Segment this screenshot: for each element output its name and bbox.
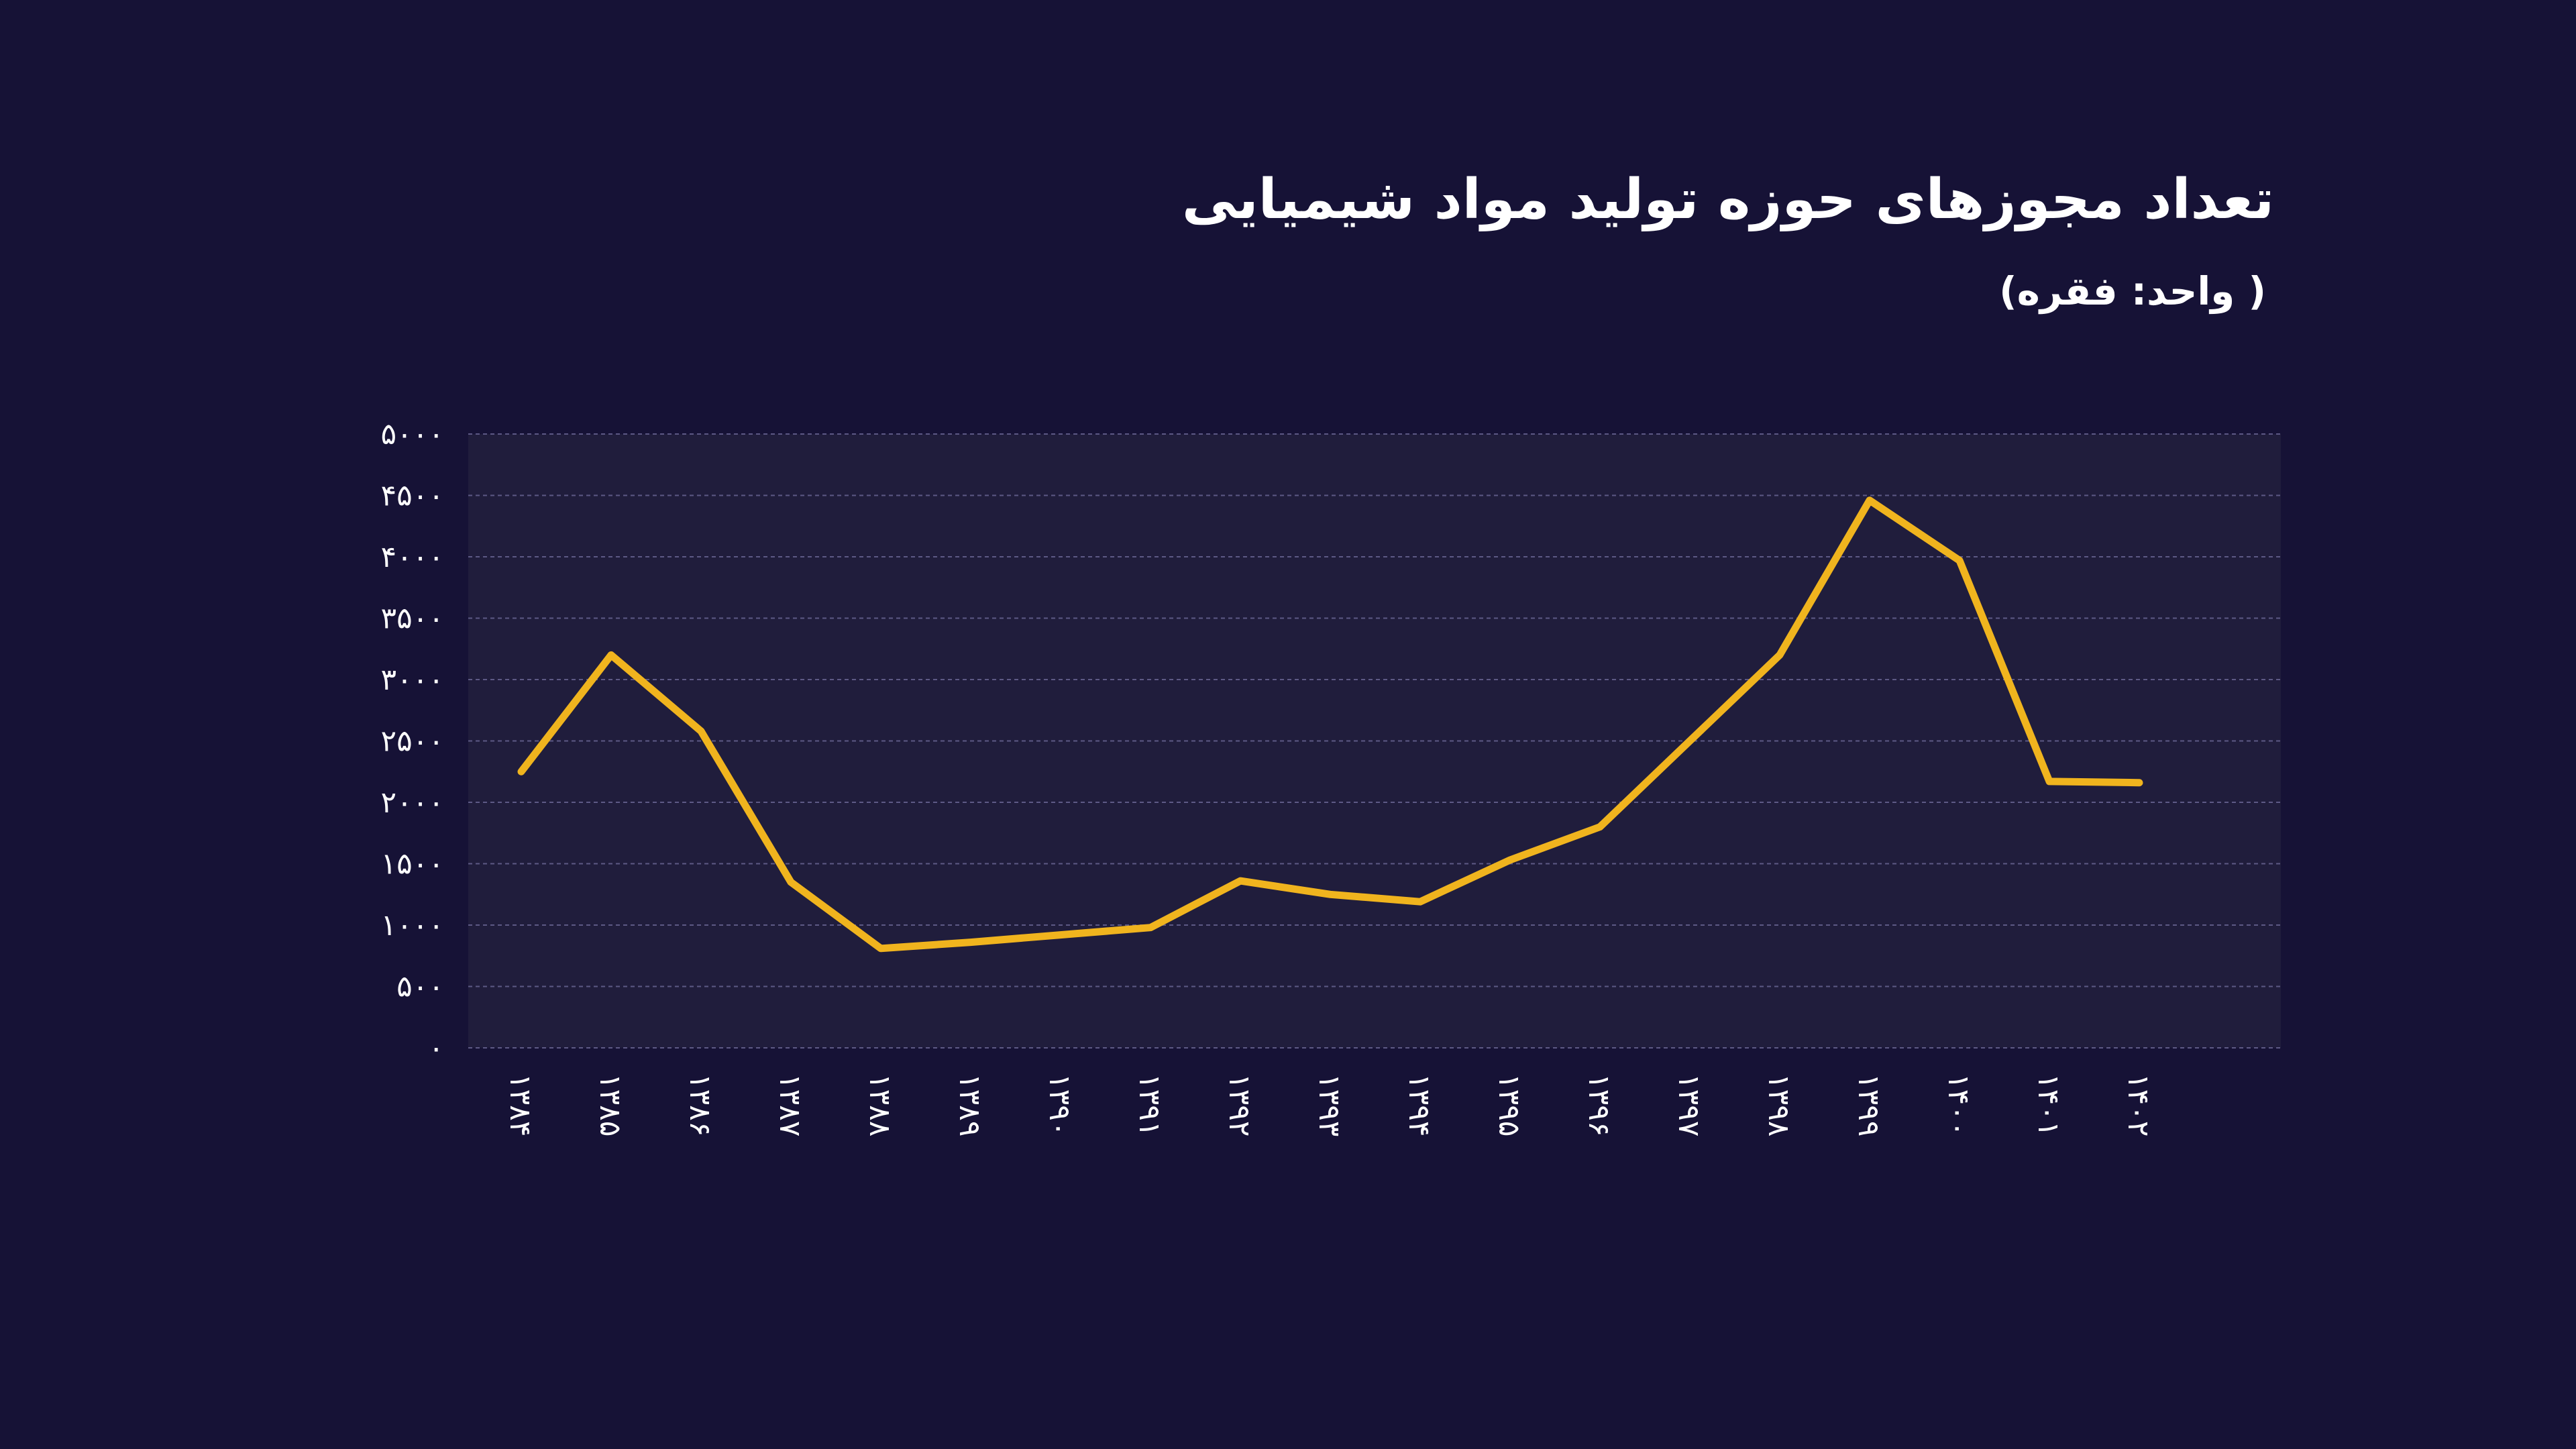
x-tick-label: ۱۳۹۳ (1312, 1073, 1346, 1137)
x-tick-label: ۱۳۹۸ (1762, 1073, 1796, 1137)
y-tick-label: ۴۵۰۰ (380, 479, 444, 513)
x-tick-label: ۱۳۹۰ (1042, 1073, 1077, 1137)
y-axis-tick-labels: ۰ ۵۰۰ ۱۰۰۰ ۱۵۰۰ ۲۰۰۰ ۲۵۰۰ ۳۰۰۰ ۳۵۰۰ ۴۰۰۰ ۴۵۰۰ ۵۰۰۰ (380, 417, 444, 1065)
x-tick-label: ۱۴۰۰ (1941, 1073, 1976, 1137)
y-tick-label: ۱۵۰۰ (380, 847, 444, 881)
x-tick-label: ۱۳۸۵ (593, 1073, 627, 1137)
y-tick-label: ۴۰۰۰ (380, 540, 444, 574)
y-tick-label: ۰ (428, 1031, 444, 1065)
x-tick-label: ۱۳۹۲ (1222, 1073, 1256, 1137)
x-tick-label: ۱۳۸۸ (863, 1073, 897, 1137)
x-tick-label: ۱۳۹۶ (1582, 1073, 1616, 1137)
y-tick-label: ۵۰۰۰ (380, 417, 444, 451)
x-tick-label: ۱۴۰۱ (2031, 1073, 2065, 1137)
chart-title: تعداد مجوزهای حوزه تولید مواد شیمیایی (1181, 168, 2274, 231)
x-tick-label: ۱۳۸۴ (503, 1073, 537, 1137)
plot-area (468, 434, 2281, 1048)
x-tick-label: ۱۳۹۴ (1402, 1073, 1436, 1137)
x-tick-label: ۱۳۸۹ (953, 1073, 987, 1137)
y-tick-label: ۲۵۰۰ (380, 724, 444, 759)
y-tick-label: ۵۰۰ (396, 970, 444, 1004)
x-tick-label: ۱۳۸۷ (773, 1073, 807, 1137)
y-tick-label: ۱۰۰۰ (380, 908, 444, 943)
chart-subtitle-unit: ( واحد: فقره) (1999, 268, 2266, 314)
x-tick-label: ۱۴۰۲ (2121, 1073, 2155, 1137)
y-tick-label: ۳۵۰۰ (380, 602, 444, 636)
series-line (517, 496, 2143, 953)
x-axis-tick-labels: ۱۳۸۴ ۱۳۸۵ ۱۳۸۶ ۱۳۸۷ ۱۳۸۸ ۱۳۸۹ ۱۳۹۰ ۱۳۹۱ ۱۳۹۲ ۱۳۹۳… (503, 1073, 2155, 1137)
y-tick-label: ۳۰۰۰ (380, 663, 444, 697)
x-tick-label: ۱۳۹۹ (1851, 1073, 1886, 1137)
x-tick-label: ۱۳۹۱ (1132, 1073, 1167, 1137)
x-tick-label: ۱۳۹۵ (1492, 1073, 1526, 1137)
x-tick-label: ۱۳۸۶ (683, 1073, 717, 1137)
x-tick-label: ۱۳۹۷ (1672, 1073, 1706, 1137)
y-tick-label: ۲۰۰۰ (380, 786, 444, 820)
